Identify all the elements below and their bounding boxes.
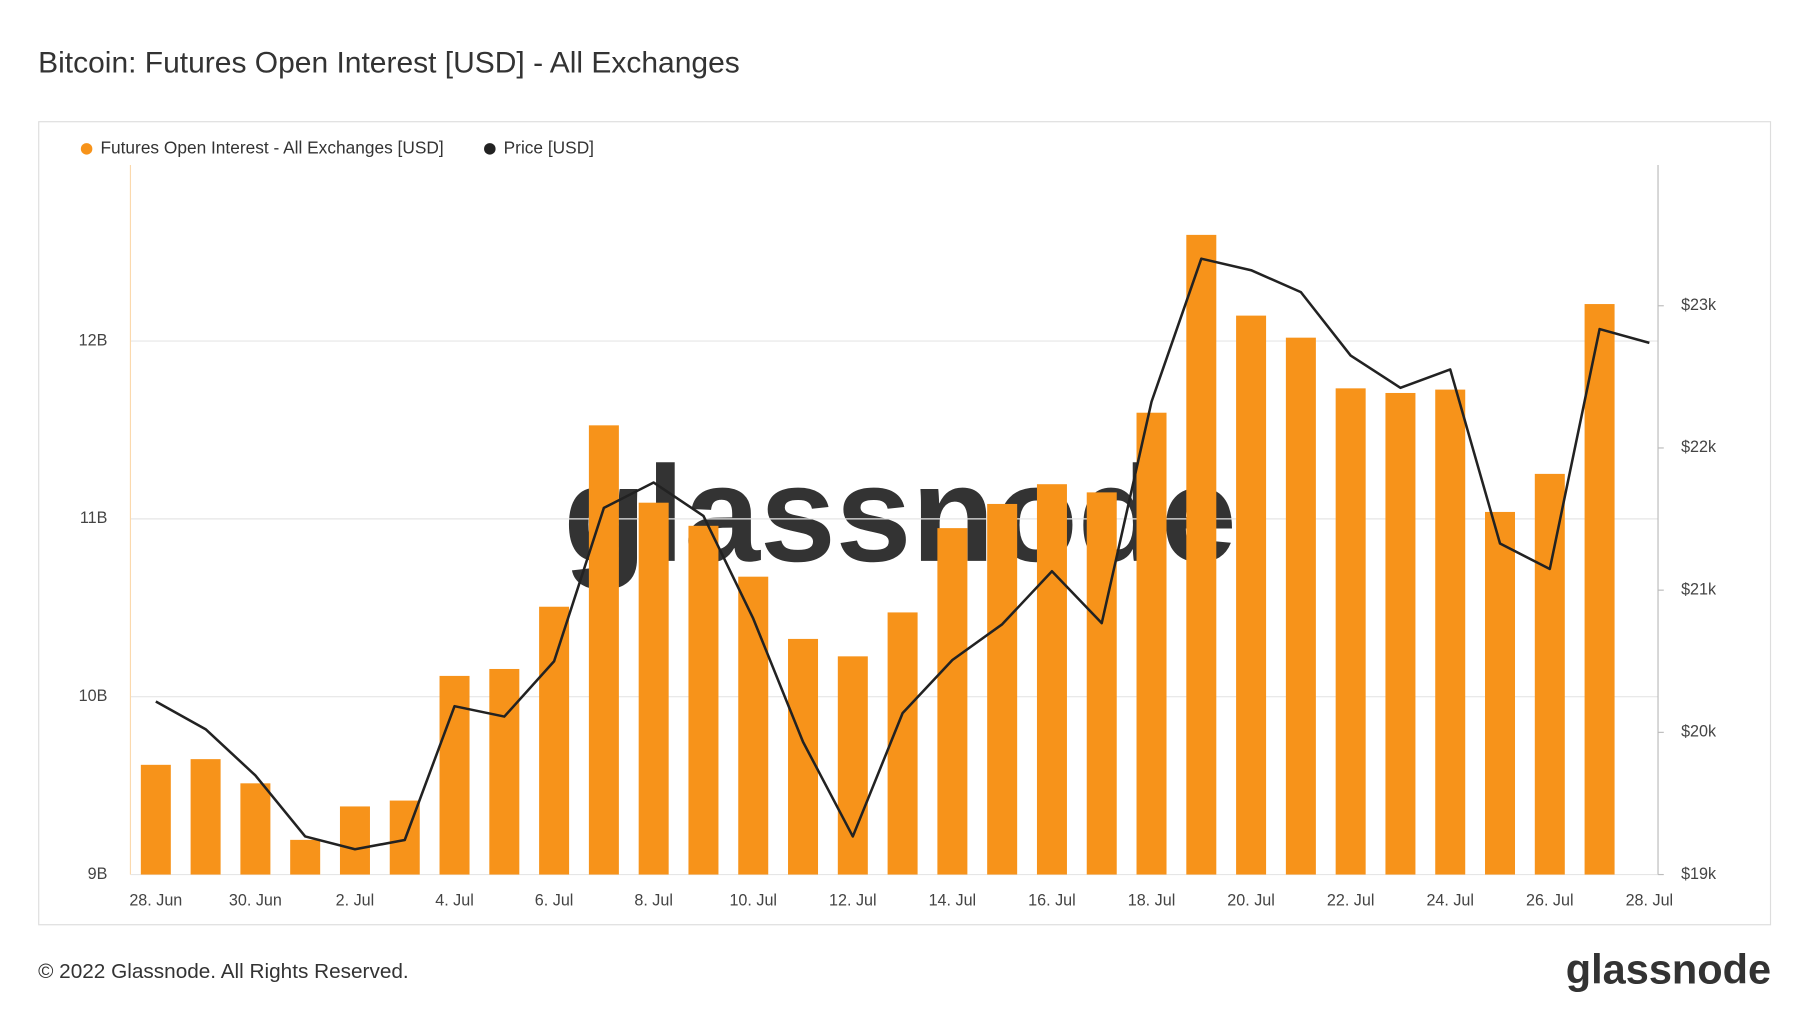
y-tick-label: 12B bbox=[79, 331, 108, 349]
bar bbox=[539, 606, 570, 875]
bar bbox=[1285, 337, 1316, 875]
bar bbox=[290, 839, 321, 875]
x-tick-label: 24. Jul bbox=[1426, 891, 1474, 909]
y2-tick-label: $23k bbox=[1681, 296, 1717, 314]
x-tick-label: 2. Jul bbox=[336, 891, 375, 909]
bar bbox=[1534, 473, 1565, 875]
x-tick-label: 26. Jul bbox=[1526, 891, 1574, 909]
x-tick-label: 8. Jul bbox=[634, 891, 673, 909]
x-tick-label: 22. Jul bbox=[1327, 891, 1375, 909]
bar bbox=[1385, 392, 1416, 875]
bar bbox=[1036, 484, 1067, 875]
x-tick-label: 14. Jul bbox=[929, 891, 977, 909]
logo: glassnode bbox=[1566, 946, 1771, 993]
bar bbox=[1435, 389, 1466, 875]
bar bbox=[339, 806, 370, 875]
x-tick-label: 30. Jun bbox=[229, 891, 282, 909]
legend-marker bbox=[80, 143, 93, 155]
watermark: glassnode bbox=[563, 438, 1236, 590]
chart-frame bbox=[38, 121, 1772, 926]
bar bbox=[489, 668, 520, 875]
bar bbox=[1236, 315, 1267, 875]
plot-area: 9B 10B 11B 12B $19k $20k $21k $22k $23k 28. Jun 30… bbox=[79, 137, 1717, 909]
x-tick-label: 12. Jul bbox=[829, 891, 877, 909]
bar bbox=[240, 783, 271, 875]
y-tick-label: 9B bbox=[88, 865, 108, 883]
bar bbox=[1086, 492, 1117, 875]
y-tick-label: 11B bbox=[80, 509, 108, 527]
x-tick-label: 4. Jul bbox=[435, 891, 474, 909]
x-tick-label: 18. Jul bbox=[1128, 891, 1176, 909]
bar bbox=[788, 638, 819, 875]
x-tick-label: 10. Jul bbox=[729, 891, 777, 909]
bar bbox=[937, 528, 968, 875]
bar bbox=[1136, 412, 1167, 875]
y2-tick-label: $22k bbox=[1681, 438, 1717, 456]
x-tick-label: 6. Jul bbox=[535, 891, 574, 909]
bar bbox=[638, 502, 669, 875]
legend-marker bbox=[484, 143, 496, 155]
bar bbox=[588, 425, 619, 875]
bar bbox=[837, 656, 868, 875]
price-line bbox=[155, 257, 1650, 851]
legend-label: Price [USD] bbox=[504, 137, 594, 157]
x-tick-label: 16. Jul bbox=[1028, 891, 1076, 909]
bar bbox=[887, 612, 918, 875]
bar bbox=[1485, 511, 1516, 875]
y-tick-label: 10B bbox=[79, 687, 108, 705]
x-tick-label: 20. Jul bbox=[1227, 891, 1275, 909]
bar bbox=[688, 525, 719, 875]
chart-title: Bitcoin: Futures Open Interest [USD] - A… bbox=[38, 47, 740, 80]
bar bbox=[738, 576, 769, 875]
bar bbox=[1186, 234, 1217, 875]
bar bbox=[987, 503, 1018, 875]
x-tick-label: 28. Jun bbox=[129, 891, 182, 909]
bar bbox=[1335, 388, 1366, 875]
x-tick-label: 28. Jul bbox=[1626, 891, 1674, 909]
y2-tick-label: $19k bbox=[1681, 865, 1717, 883]
bar bbox=[1584, 304, 1615, 875]
bar bbox=[140, 764, 171, 875]
y2-tick-label: $20k bbox=[1681, 723, 1717, 741]
footer: © 2022 Glassnode. All Rights Reserved. bbox=[38, 960, 409, 983]
legend-label: Futures Open Interest - All Exchanges [U… bbox=[100, 137, 443, 157]
bar bbox=[190, 759, 221, 875]
y2-tick-label: $21k bbox=[1681, 580, 1717, 598]
